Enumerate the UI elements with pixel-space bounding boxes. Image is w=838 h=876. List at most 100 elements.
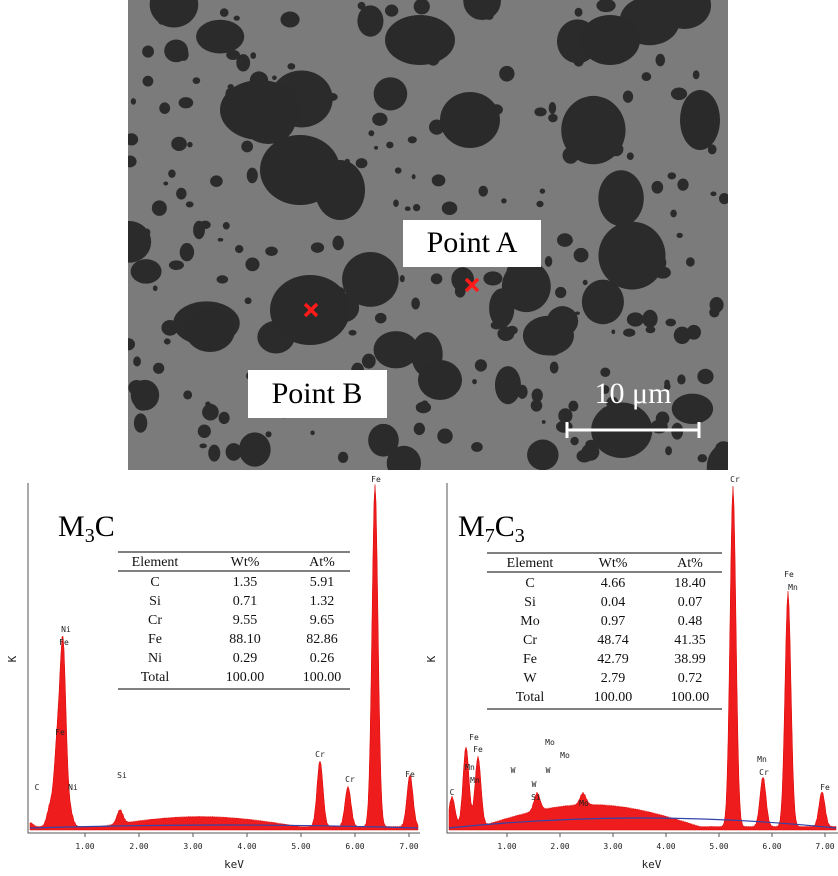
x-tick-label: 1.00 xyxy=(497,842,516,851)
particle xyxy=(134,398,151,411)
x-tick-label: 3.00 xyxy=(603,842,622,851)
particle xyxy=(665,318,677,327)
particle xyxy=(171,136,187,151)
table-cell: 1.35 xyxy=(233,575,258,590)
peak-label: Fe xyxy=(469,733,479,742)
particle xyxy=(245,257,260,272)
particle xyxy=(624,6,632,13)
title-part: 3 xyxy=(85,525,95,547)
particle xyxy=(310,242,325,253)
particle xyxy=(176,187,187,200)
particle xyxy=(163,338,171,345)
x-tick-label: 5.00 xyxy=(709,842,728,851)
particle xyxy=(142,45,154,58)
particle xyxy=(543,338,563,356)
particle xyxy=(548,113,558,123)
particle xyxy=(527,294,543,308)
title-part: 3 xyxy=(515,525,525,547)
peak-label: Cr xyxy=(759,768,769,777)
particle xyxy=(357,1,366,10)
particle xyxy=(413,0,430,15)
particle xyxy=(677,374,686,385)
particle xyxy=(178,48,189,61)
point-marker xyxy=(303,302,319,318)
particle xyxy=(130,259,162,284)
particle xyxy=(664,379,670,387)
peak-label: Ni xyxy=(68,783,78,792)
particle xyxy=(601,385,610,394)
particle xyxy=(407,136,417,144)
label-box xyxy=(248,370,387,418)
particle xyxy=(287,63,296,70)
particle xyxy=(463,0,501,21)
particle xyxy=(534,107,547,117)
peak-label: Mo xyxy=(545,738,555,747)
particle xyxy=(573,247,589,263)
table-header: Element xyxy=(507,556,554,571)
particle xyxy=(327,93,338,101)
particle xyxy=(546,306,579,337)
particle xyxy=(655,411,670,426)
particle xyxy=(192,77,201,84)
particle xyxy=(718,192,728,205)
particle xyxy=(657,0,712,29)
particle xyxy=(142,75,154,87)
x-axis-label: keV xyxy=(224,858,244,871)
table-header: At% xyxy=(309,555,335,570)
particle xyxy=(183,390,193,400)
particle xyxy=(626,152,634,160)
particle xyxy=(472,378,477,385)
particle xyxy=(299,112,314,127)
particle xyxy=(411,174,416,180)
table-cell: 82.86 xyxy=(306,632,338,647)
table-cell: 0.07 xyxy=(678,595,703,610)
particle xyxy=(319,93,328,102)
table-cell: 0.72 xyxy=(678,671,703,686)
table-cell: 38.99 xyxy=(674,652,706,667)
particle xyxy=(394,167,402,174)
peak-label: Fe xyxy=(371,475,381,484)
particle xyxy=(596,0,616,13)
particle xyxy=(642,309,658,328)
x-tick-label: 2.00 xyxy=(129,842,148,851)
particle xyxy=(581,279,624,325)
particle xyxy=(151,200,167,216)
particle xyxy=(709,459,716,465)
peak-label: Fe xyxy=(784,570,794,579)
particle xyxy=(128,133,139,146)
title-part: M xyxy=(458,510,485,543)
title-part: M xyxy=(58,510,85,543)
particle xyxy=(265,246,278,256)
particle xyxy=(677,178,689,191)
x-tick-label: 1.00 xyxy=(75,842,94,851)
table-header: At% xyxy=(677,556,703,571)
particle xyxy=(372,112,388,126)
particle xyxy=(494,366,521,405)
y-axis-label: K xyxy=(425,655,438,662)
table-cell: 1.32 xyxy=(310,594,335,609)
table-cell: 100.00 xyxy=(226,670,265,685)
particle xyxy=(501,260,551,313)
particle xyxy=(244,297,252,305)
particle xyxy=(598,221,666,290)
particle xyxy=(685,257,695,267)
particle xyxy=(220,80,300,140)
spectrum xyxy=(29,484,419,831)
point-label: Point B xyxy=(272,377,363,410)
particle xyxy=(386,445,421,470)
particle xyxy=(531,388,543,403)
point-marker xyxy=(464,277,480,293)
particle xyxy=(196,19,245,54)
axis-frame xyxy=(27,483,420,834)
x-tick-label: 5.00 xyxy=(291,842,310,851)
particle xyxy=(622,90,634,103)
particle xyxy=(651,180,664,194)
spectrum xyxy=(448,486,837,831)
particle xyxy=(582,279,588,286)
x-tick-label: 4.00 xyxy=(237,842,256,851)
particle xyxy=(280,11,300,28)
particle xyxy=(539,188,546,194)
particle xyxy=(421,400,429,406)
particle xyxy=(241,140,254,153)
particle xyxy=(128,238,134,252)
